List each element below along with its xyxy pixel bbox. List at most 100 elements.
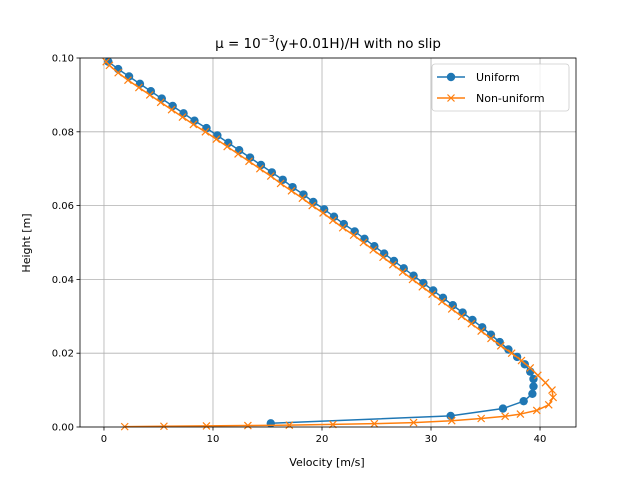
data-point-stroke xyxy=(255,164,264,173)
data-point-stroke xyxy=(234,150,242,158)
legend-entry: Non-uniform xyxy=(437,92,545,105)
data-point xyxy=(287,186,296,195)
data-point-stroke xyxy=(287,186,296,195)
data-point xyxy=(266,419,275,428)
legend-box xyxy=(431,63,570,112)
data-point-stroke xyxy=(114,68,123,77)
data-point-stroke xyxy=(532,406,541,415)
data-point-stroke xyxy=(437,297,446,306)
data-point-stroke xyxy=(409,418,418,427)
x-tick-label: 30 xyxy=(425,434,438,445)
data-point xyxy=(541,378,550,387)
data-point-stroke xyxy=(359,238,368,247)
data-point xyxy=(528,389,537,398)
data-point xyxy=(285,421,294,430)
data-point-stroke xyxy=(549,393,558,402)
x-tick-label: 10 xyxy=(207,434,220,445)
data-point xyxy=(549,393,558,402)
y-tick-label: 0.02 xyxy=(52,349,74,360)
data-point xyxy=(529,382,538,391)
data-point xyxy=(477,327,486,335)
plot-frame xyxy=(79,57,577,428)
data-point xyxy=(370,419,379,428)
data-point xyxy=(338,223,347,232)
data-point-stroke xyxy=(447,94,455,102)
data-point xyxy=(189,120,198,129)
data-point xyxy=(496,341,505,350)
chart-title: μ = 10−3(y+0.01H)/H with no slip xyxy=(215,34,441,52)
data-point-stroke xyxy=(428,290,437,299)
data-point xyxy=(501,412,510,421)
data-point xyxy=(467,319,476,328)
x-tick-label: 0 xyxy=(101,434,107,445)
legend-label: Non-uniform xyxy=(476,92,545,105)
data-point-stroke xyxy=(457,312,466,321)
data-point xyxy=(379,253,387,262)
data-point-stroke xyxy=(160,422,168,431)
data-point xyxy=(548,386,556,395)
data-point xyxy=(278,175,287,184)
series-non-uniform xyxy=(102,57,558,431)
data-point-stroke xyxy=(134,83,143,92)
data-point-stroke xyxy=(201,127,210,136)
data-point xyxy=(349,231,358,240)
data-point xyxy=(266,172,275,181)
data-point-stroke xyxy=(533,371,542,380)
x-tick-label: 20 xyxy=(316,434,329,445)
data-point xyxy=(234,150,242,158)
x-axis: 0 10 20 30 40 xyxy=(101,427,547,445)
data-point xyxy=(457,312,466,321)
data-point-stroke xyxy=(319,209,328,217)
data-point xyxy=(526,364,535,372)
data-point xyxy=(532,406,541,415)
data-point xyxy=(446,72,456,82)
data-point-stroke xyxy=(266,172,275,181)
data-point xyxy=(437,297,446,306)
data-point-stroke xyxy=(447,416,456,425)
y-tick-label: 0.08 xyxy=(52,127,74,138)
legend-label: Uniform xyxy=(476,71,520,84)
data-point xyxy=(298,194,307,203)
data-point-stroke xyxy=(517,356,526,365)
series-layer xyxy=(102,57,558,431)
data-point-stroke xyxy=(308,201,317,210)
legend-entry: Uniform xyxy=(437,71,520,84)
data-point-stroke xyxy=(189,120,198,129)
x-tick-label: 40 xyxy=(534,434,547,445)
data-point-stroke xyxy=(223,142,232,151)
data-point xyxy=(319,209,328,217)
data-point-stroke xyxy=(167,105,176,114)
data-point xyxy=(212,135,221,144)
data-point-stroke xyxy=(124,76,132,85)
data-point xyxy=(409,418,418,427)
data-point xyxy=(519,396,528,406)
data-point xyxy=(447,416,456,425)
data-point xyxy=(507,349,516,358)
data-point-stroke xyxy=(496,341,505,350)
data-point xyxy=(276,179,285,188)
data-point xyxy=(477,414,486,423)
y-axis-label: Height [m] xyxy=(20,213,33,272)
y-tick-label: 0.00 xyxy=(52,423,74,434)
data-point-stroke xyxy=(370,419,379,428)
data-point-stroke xyxy=(178,113,187,121)
data-point xyxy=(369,245,378,254)
data-point xyxy=(328,216,337,225)
data-point-stroke xyxy=(369,245,378,254)
data-point xyxy=(145,90,154,99)
y-tick-label: 0.06 xyxy=(52,201,74,212)
title-suffix: (y+0.01H)/H with no slip xyxy=(275,36,441,52)
data-point xyxy=(359,238,368,247)
data-point-stroke xyxy=(276,179,285,188)
title-exponent: −3 xyxy=(261,34,275,45)
y-axis: 0.00 0.02 0.04 0.06 0.08 0.10 xyxy=(52,54,80,434)
data-point-stroke xyxy=(548,386,556,395)
data-point-stroke xyxy=(349,231,358,240)
data-point xyxy=(156,98,165,107)
data-point-stroke xyxy=(501,412,510,421)
data-point xyxy=(255,164,264,173)
data-point-stroke xyxy=(418,282,427,291)
data-point-stroke xyxy=(477,327,486,335)
y-tick-label: 0.10 xyxy=(52,54,74,65)
